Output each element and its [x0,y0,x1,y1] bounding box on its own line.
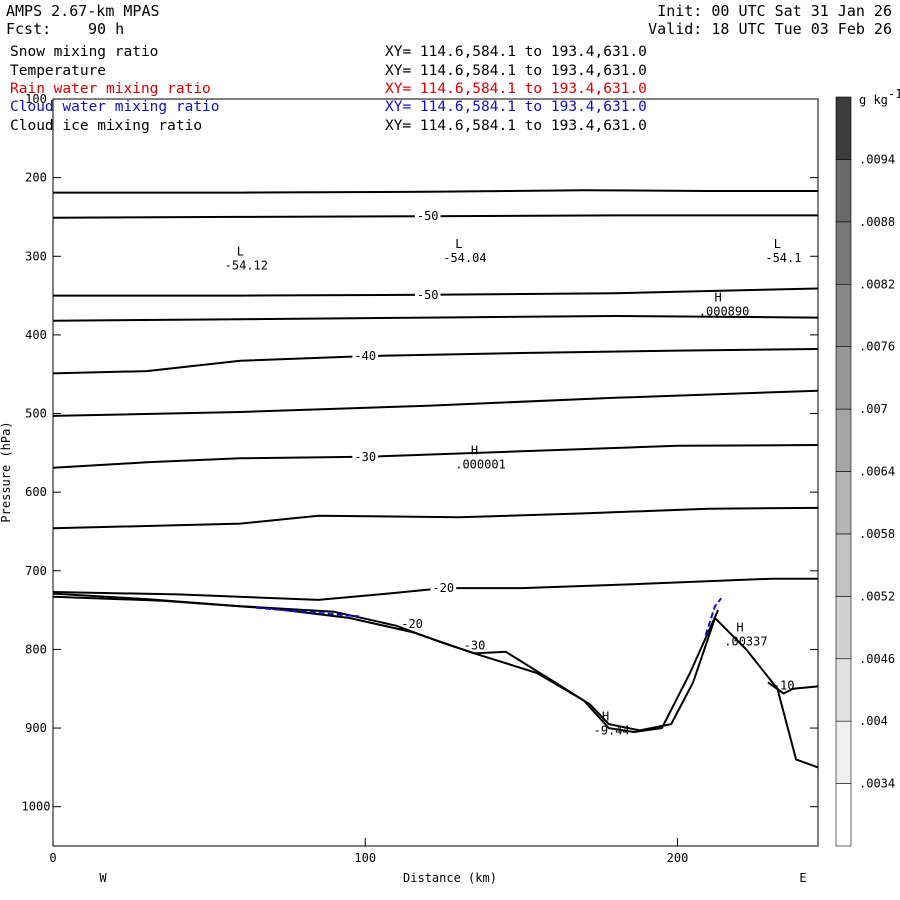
colorbar-swatch [835,658,852,722]
colorbar-level-label: .0052 [859,589,895,603]
extremum-value: .00337 [724,635,767,649]
colorbar-level-label: .0094 [859,152,895,166]
contour-label: -30 [464,638,486,652]
extremum-value: -54.1 [765,251,801,265]
temperature-contour [53,189,818,194]
forecast-hours: 90 h [88,20,125,38]
cloud-water-contour [704,597,722,636]
x-end-label-east: E [799,871,806,885]
extremum-value: -54.12 [225,259,268,273]
y-tick-label: 400 [25,328,47,342]
temperature-contour [52,506,819,530]
colorbar-swatch [835,408,852,472]
y-tick-label: 900 [25,721,47,735]
plot-frame [52,98,819,847]
x-tick-label: 0 [49,851,56,865]
colorbar-swatch [835,783,852,847]
contour-label: -50 [417,209,439,223]
legend-snow-xy: XY= 114.6,584.1 to 193.4,631.0 [385,44,647,60]
legend-temperature-xy: XY= 114.6,584.1 to 193.4,631.0 [385,63,647,79]
colorbar-level-label: .0064 [859,465,895,479]
extremum-value: -54.04 [443,251,486,265]
colorbar-swatch [835,720,852,784]
colorbar-swatch [835,96,852,160]
colorbar-level-label: .0088 [859,215,895,229]
colorbar-level-label: .0046 [859,652,895,666]
extremum-marker: H [736,621,743,635]
x-tick-label: 200 [667,851,689,865]
model-title: AMPS 2.67-km MPAS [6,2,160,20]
colorbar-swatch [835,159,852,223]
surface-temperature-contour [52,595,720,734]
colorbar-level-label: .0076 [859,340,895,354]
y-tick-label: 200 [25,171,47,185]
init-time: Init: 00 UTC Sat 31 Jan 26 [657,2,892,20]
contour-label: -40 [354,349,376,363]
legend-cloud-water-name: Cloud water mixing ratio [10,99,220,115]
legend-rain-xy: XY= 114.6,584.1 to 193.4,631.0 [385,81,647,97]
surface-temperature-contour [52,592,819,769]
contour-label: -50 [417,288,439,302]
colorbar-level-label: .0082 [859,277,895,291]
y-tick-label: 800 [25,642,47,656]
x-tick-label: 100 [354,851,376,865]
legend-temperature-name: Temperature [10,63,107,79]
colorbar-swatch [835,596,852,660]
x-end-label-west: W [99,871,107,885]
extremum-marker: L [774,237,781,251]
y-tick-label: 500 [25,407,47,421]
temperature-contour [52,389,819,417]
legend-cloud-ice-xy: XY= 114.6,584.1 to 193.4,631.0 [385,118,647,134]
legend-cloud-water-xy: XY= 114.6,584.1 to 193.4,631.0 [385,99,647,115]
y-tick-label: 700 [25,564,47,578]
forecast-label: Fcst: [6,20,52,38]
colorbar-level-label: .0034 [859,777,895,791]
extremum-marker: L [237,245,244,259]
contour-label-mask [352,349,379,364]
extremum-marker: H [602,709,609,723]
legend-rain-name: Rain water mixing ratio [10,81,211,97]
x-axis-label: Distance (km) [403,871,497,885]
contour-label-mask [414,209,441,224]
contour-label-mask [414,287,441,302]
colorbar-level-label: .007 [859,402,888,416]
contour-label: -20 [432,581,454,595]
y-tick-label: 300 [25,249,47,263]
extremum-value: .000001 [455,458,506,472]
y-tick-label: 1000 [22,800,51,814]
legend-cloud-ice-name: Cloud ice mixing ratio [10,118,203,134]
contour-label: -20 [401,617,423,631]
cloud-water-contour [255,606,360,618]
extremum-marker: H [471,444,478,458]
temperature-contour [52,444,819,469]
colorbar-swatch [835,283,852,347]
y-tick-label: 600 [25,485,47,499]
contour-label: -10 [773,678,795,692]
extremum-value: .000890 [699,304,750,318]
colorbar-swatch [835,533,852,597]
legend-snow-name: Snow mixing ratio [10,44,159,60]
temperature-contour [52,348,819,375]
temperature-contour [52,314,819,322]
contour-label-mask [352,449,379,464]
colorbar-level-label: .0058 [859,527,895,541]
colorbar-units: g kg [859,93,888,107]
colorbar-units-exponent: -1 [888,87,900,101]
contour-label: -30 [354,450,376,464]
surface-temperature-contour [767,681,819,695]
extremum-marker: H [714,290,721,304]
colorbar-level-label: .004 [859,714,888,728]
colorbar-swatch [835,346,852,410]
y-axis-label: Pressure (hPa) [0,421,13,522]
extremum-value: -9.44 [594,723,630,737]
y-tick-label: 100 [25,92,47,106]
contour-label-mask [430,581,457,596]
valid-time: Valid: 18 UTC Tue 03 Feb 26 [648,20,892,38]
colorbar-swatch [835,221,852,285]
extremum-marker: L [455,237,462,251]
colorbar-swatch [835,471,852,535]
